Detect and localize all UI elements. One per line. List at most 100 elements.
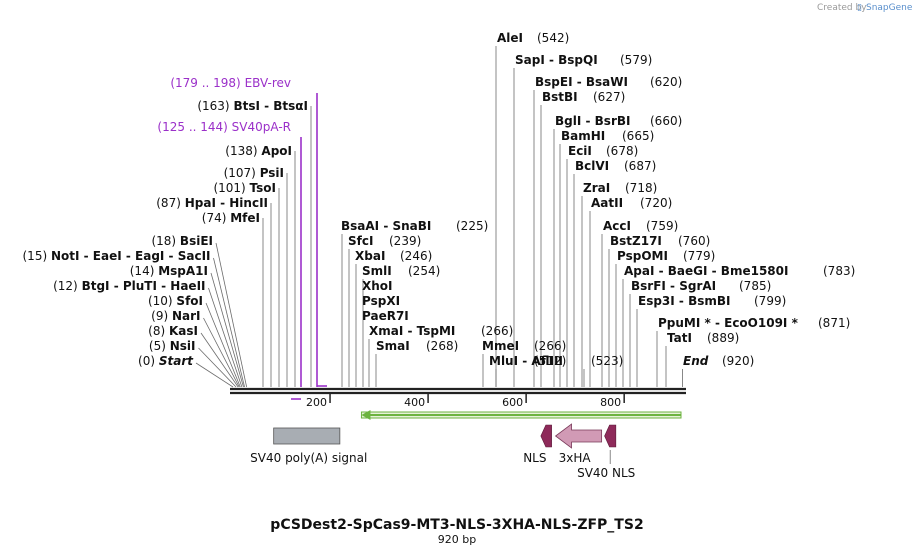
left-site-tsoi: (101) TsoI (213, 181, 276, 195)
right-site-pos-end: (920) (722, 354, 754, 368)
leader-noti-eaei-eagi-sacii (213, 257, 245, 388)
middle-site-smli: SmlI (362, 264, 392, 278)
ruler-tick-label-400: 400 (404, 396, 425, 409)
left-site-psii: (107) PsiI (224, 166, 284, 180)
primer-marks (291, 93, 327, 400)
sequence-backbone (230, 387, 686, 395)
site-name: SfoI (176, 294, 203, 308)
left-site-sfoi: (10) SfoI (148, 294, 203, 308)
right-site-pos-bspei-bsawi: (620) (650, 75, 682, 89)
middle-site-pos-bsaai-snabi: (225) (456, 219, 488, 233)
feature-3xha-arrow (554, 423, 603, 449)
site-position: (9) (151, 309, 168, 323)
left-site-mspa1i: (14) MspA1I (130, 264, 208, 278)
right-site-pos-esp3i-bsmbi: (799) (754, 294, 786, 308)
site-name: ApoI (261, 144, 292, 158)
leader-bsiei (215, 242, 248, 388)
middle-site-xhoi: XhoI (362, 279, 393, 293)
site-position: (5) (149, 339, 166, 353)
primer-label-sv40pa-r: (125 .. 144) SV40pA-R (157, 120, 291, 134)
primer-range: (179 .. 198) (170, 76, 244, 90)
left-site-noti-eaei-eagi-sacii: (15) NotI - EaeI - EagI - SacII (23, 249, 211, 263)
middle-site-pos-xmai-tspmi: (266) (481, 324, 513, 338)
right-site-pos-bamhi: (665) (622, 129, 654, 143)
left-site-apoi: (138) ApoI (225, 144, 292, 158)
right-site-bstbi: BstBI (542, 90, 578, 104)
right-site-pos-bsrfi-sgrai: (785) (739, 279, 771, 293)
middle-site-bsaai-snabi: BsaAI - SnaBI (341, 219, 431, 233)
right-site-pos-apai-baegi-bme1580i: (783) (823, 264, 855, 278)
snapgene-logo: ▯ (857, 3, 862, 13)
right-site-pos-alei: (542) (537, 31, 569, 45)
right-site-pos-acci: (759) (646, 219, 678, 233)
feature-3xha-label: 3xHA (559, 451, 592, 465)
left-site-kasi: (8) KasI (148, 324, 198, 338)
middle-site-pos-smai: (268) (426, 339, 458, 353)
left-site-hpai-hincii: (87) HpaI - HincII (156, 196, 268, 210)
site-name: Start (159, 354, 194, 368)
right-site-bamhi: BamHI (561, 129, 605, 143)
feature-nls-label: NLS (523, 451, 546, 465)
right-site-pos-ppumi-ecoo109i: (871) (818, 316, 850, 330)
feature-sv40-polya-box (273, 427, 341, 445)
left-site-nari: (9) NarI (151, 309, 200, 323)
ruler-ticks: 200 400 600 800 (306, 393, 625, 409)
site-name: BtgI - PluTI - HaeII (82, 279, 206, 293)
right-site-aatii: AatII (591, 196, 623, 210)
lower-site-pos-512: (512) (534, 354, 566, 368)
site-name: TsoI (250, 181, 276, 195)
right-site-end: End (683, 354, 709, 368)
site-name: PsiI (260, 166, 284, 180)
right-site-zrai: ZraI (583, 181, 610, 195)
right-site-pos-pspomi: (779) (683, 249, 715, 263)
credit-prefix: Created by (817, 3, 867, 13)
right-site-alei: AleI (497, 31, 523, 45)
site-labels: (0) Start(5) NsiI(8) KasI(9) NarI(10) Sf… (23, 31, 856, 368)
leader-nari (203, 317, 240, 388)
site-position: (107) (224, 166, 256, 180)
primer-label-ebv-rev: (179 .. 198) EBV-rev (170, 76, 291, 90)
right-site-bsrfi-sgrai: BsrFI - SgrAI (631, 279, 716, 293)
middle-site-pos-smli: (254) (408, 264, 440, 278)
middle-site-paer7i: PaeR7I (362, 309, 409, 323)
middle-site-pos-sfci: (239) (389, 234, 421, 248)
middle-site-pos-xbai: (246) (400, 249, 432, 263)
site-name: HpaI - HincII (185, 196, 268, 210)
site-position: (18) (151, 234, 176, 248)
site-position: (0) (138, 354, 155, 368)
site-position: (8) (148, 324, 165, 338)
leader-mspa1i (210, 272, 244, 388)
site-position: (12) (53, 279, 78, 293)
middle-site-xbai: XbaI (355, 249, 385, 263)
leader-sfoi (205, 302, 241, 388)
right-site-bstz17i: BstZ17I (610, 234, 662, 248)
right-site-bgli-bsrbi: BglI - BsrBI (555, 114, 630, 128)
ruler-tick-label-800: 800 (600, 396, 621, 409)
site-name: NsiI (170, 339, 196, 353)
site-position: (138) (225, 144, 257, 158)
leader-start (195, 362, 234, 388)
middle-site-smai: SmaI (376, 339, 410, 353)
left-site-nsii: (5) NsiI (149, 339, 196, 353)
feature-sv40-nls-label: SV40 NLS (577, 466, 635, 480)
primer-range: (125 .. 144) (157, 120, 231, 134)
site-name: KasI (169, 324, 198, 338)
site-position: (163) (197, 99, 229, 113)
right-site-pos-ecii: (678) (606, 144, 638, 158)
left-site-btsi-bts-i: (163) BtsI - BtsαI (197, 99, 308, 113)
site-position: (14) (130, 264, 155, 278)
site-leaders (195, 46, 683, 388)
middle-site-sfci: SfcI (348, 234, 373, 248)
right-site-pspomi: PspOMI (617, 249, 668, 263)
site-name: BsiEI (180, 234, 213, 248)
left-site-bsiei: (18) BsiEI (151, 234, 213, 248)
right-site-bclvi: BclVI (575, 159, 609, 173)
right-site-pos-bstz17i: (760) (678, 234, 710, 248)
right-site-ppumi-ecoo109i: PpuMI * - EcoO109I * (658, 316, 799, 330)
orf-track (360, 410, 682, 420)
right-site-ecii: EciI (568, 144, 592, 158)
left-site-mfei: (74) MfeI (202, 211, 260, 225)
site-position: (10) (148, 294, 173, 308)
